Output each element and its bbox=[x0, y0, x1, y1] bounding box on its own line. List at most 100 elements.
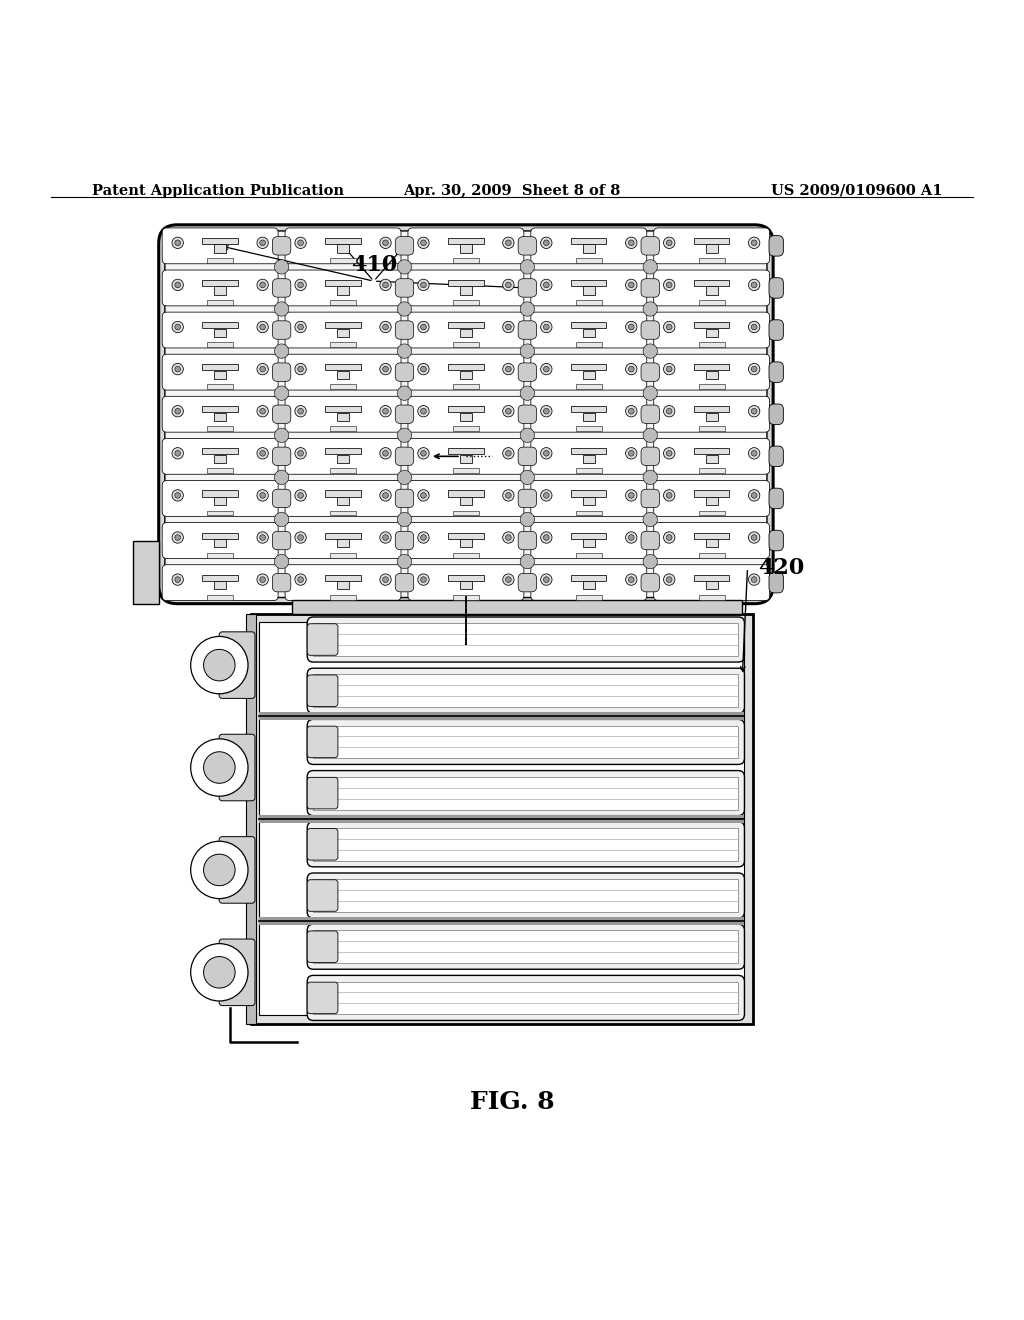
Bar bbox=[337, 539, 349, 548]
Circle shape bbox=[260, 366, 265, 372]
FancyBboxPatch shape bbox=[653, 228, 770, 264]
Circle shape bbox=[260, 408, 265, 414]
Circle shape bbox=[172, 532, 183, 544]
Circle shape bbox=[643, 554, 657, 569]
FancyBboxPatch shape bbox=[272, 573, 291, 591]
FancyBboxPatch shape bbox=[641, 447, 659, 466]
Circle shape bbox=[626, 574, 637, 585]
Circle shape bbox=[172, 405, 183, 417]
Circle shape bbox=[383, 535, 388, 540]
Bar bbox=[337, 286, 349, 294]
Bar bbox=[313, 931, 738, 964]
Circle shape bbox=[298, 282, 303, 288]
FancyBboxPatch shape bbox=[408, 228, 524, 264]
Bar bbox=[203, 449, 238, 454]
FancyBboxPatch shape bbox=[285, 271, 401, 306]
Circle shape bbox=[506, 408, 511, 414]
FancyBboxPatch shape bbox=[307, 719, 744, 764]
Circle shape bbox=[397, 260, 412, 275]
Bar bbox=[694, 407, 729, 412]
Bar bbox=[337, 496, 349, 506]
Bar bbox=[449, 238, 483, 244]
FancyBboxPatch shape bbox=[219, 939, 255, 1006]
Bar bbox=[698, 384, 725, 389]
Circle shape bbox=[190, 636, 248, 694]
Bar bbox=[571, 407, 606, 412]
Bar bbox=[706, 539, 718, 548]
Bar bbox=[214, 329, 226, 337]
Circle shape bbox=[626, 238, 637, 248]
Circle shape bbox=[626, 532, 637, 544]
Circle shape bbox=[421, 240, 426, 246]
Circle shape bbox=[626, 405, 637, 417]
Circle shape bbox=[260, 492, 265, 498]
FancyBboxPatch shape bbox=[272, 447, 291, 466]
Circle shape bbox=[752, 282, 757, 288]
Bar bbox=[706, 413, 718, 421]
FancyBboxPatch shape bbox=[530, 523, 647, 558]
Circle shape bbox=[274, 428, 289, 442]
FancyBboxPatch shape bbox=[285, 480, 401, 516]
FancyBboxPatch shape bbox=[307, 924, 744, 969]
FancyBboxPatch shape bbox=[408, 396, 524, 432]
FancyBboxPatch shape bbox=[395, 490, 414, 508]
FancyBboxPatch shape bbox=[641, 363, 659, 381]
Circle shape bbox=[544, 366, 549, 372]
FancyBboxPatch shape bbox=[162, 354, 279, 391]
FancyBboxPatch shape bbox=[530, 565, 647, 601]
Circle shape bbox=[274, 345, 289, 358]
Bar bbox=[203, 491, 238, 496]
Circle shape bbox=[643, 345, 657, 358]
Circle shape bbox=[503, 532, 514, 544]
FancyBboxPatch shape bbox=[159, 224, 773, 603]
Bar bbox=[706, 329, 718, 337]
FancyBboxPatch shape bbox=[307, 975, 744, 1020]
Bar bbox=[203, 532, 238, 539]
FancyBboxPatch shape bbox=[307, 777, 338, 809]
FancyBboxPatch shape bbox=[769, 446, 783, 466]
Circle shape bbox=[667, 240, 672, 246]
Bar bbox=[330, 257, 356, 263]
Circle shape bbox=[383, 408, 388, 414]
Circle shape bbox=[380, 363, 391, 375]
Bar bbox=[575, 342, 602, 347]
Circle shape bbox=[298, 450, 303, 457]
Circle shape bbox=[541, 321, 552, 333]
Circle shape bbox=[383, 282, 388, 288]
Bar bbox=[207, 511, 233, 516]
Bar bbox=[259, 917, 744, 925]
Bar bbox=[706, 371, 718, 379]
Bar bbox=[207, 553, 233, 557]
FancyBboxPatch shape bbox=[162, 396, 279, 432]
FancyBboxPatch shape bbox=[307, 931, 338, 962]
FancyBboxPatch shape bbox=[641, 490, 659, 508]
Bar bbox=[583, 286, 595, 294]
Bar bbox=[203, 574, 238, 581]
Circle shape bbox=[175, 366, 180, 372]
Bar bbox=[453, 384, 479, 389]
Circle shape bbox=[667, 282, 672, 288]
Bar bbox=[575, 511, 602, 516]
Bar bbox=[214, 413, 226, 421]
Circle shape bbox=[664, 574, 675, 585]
Bar bbox=[214, 244, 226, 252]
Circle shape bbox=[397, 302, 412, 317]
Bar bbox=[337, 329, 349, 337]
Circle shape bbox=[257, 280, 268, 290]
Circle shape bbox=[418, 532, 429, 544]
Circle shape bbox=[506, 366, 511, 372]
FancyBboxPatch shape bbox=[272, 490, 291, 508]
FancyBboxPatch shape bbox=[653, 523, 770, 558]
Circle shape bbox=[664, 447, 675, 459]
Bar bbox=[698, 469, 725, 474]
Bar bbox=[326, 449, 360, 454]
Circle shape bbox=[257, 532, 268, 544]
Bar bbox=[259, 622, 744, 1015]
Bar bbox=[449, 491, 483, 496]
Circle shape bbox=[298, 492, 303, 498]
Circle shape bbox=[506, 450, 511, 457]
Circle shape bbox=[520, 470, 535, 484]
FancyBboxPatch shape bbox=[641, 279, 659, 297]
Bar bbox=[326, 491, 360, 496]
FancyBboxPatch shape bbox=[307, 829, 338, 861]
